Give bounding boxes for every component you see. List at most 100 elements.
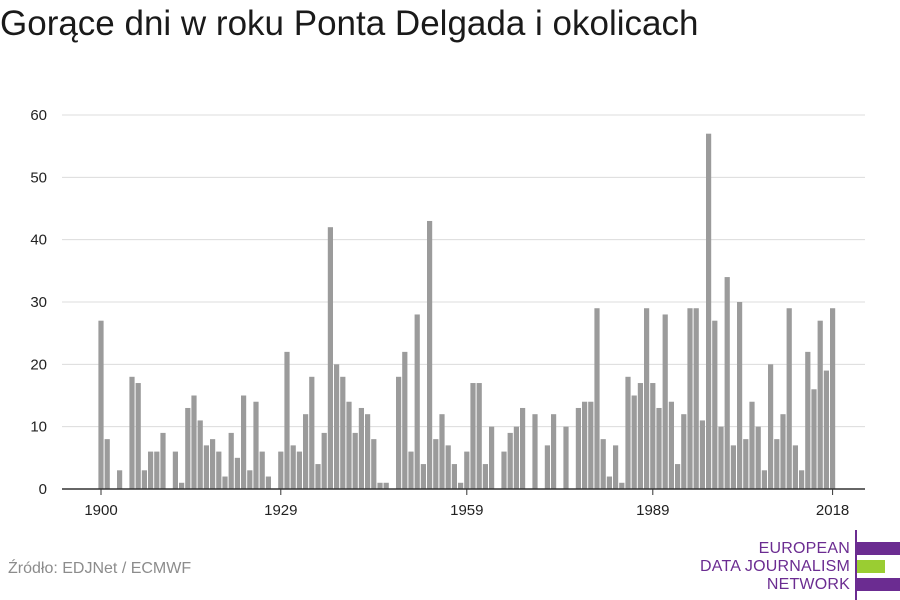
bar-1953[interactable] <box>427 220 433 489</box>
bar-1946[interactable] <box>383 482 389 489</box>
bar-1901[interactable] <box>104 439 110 489</box>
bar-1970[interactable] <box>532 414 538 489</box>
bar-2006[interactable] <box>755 426 761 489</box>
bar-1961[interactable] <box>476 383 482 489</box>
bar-2013[interactable] <box>799 470 805 489</box>
bar-2003[interactable] <box>737 302 743 489</box>
bar-1958[interactable] <box>458 482 464 489</box>
bar-1998[interactable] <box>706 133 712 489</box>
bar-1908[interactable] <box>148 451 154 489</box>
bar-2004[interactable] <box>743 439 749 489</box>
bar-1921[interactable] <box>228 432 234 489</box>
bar-1903[interactable] <box>117 470 123 489</box>
bar-1980[interactable] <box>594 308 600 489</box>
bar-1983[interactable] <box>613 445 619 489</box>
bar-2002[interactable] <box>730 445 736 489</box>
bar-2012[interactable] <box>792 445 798 489</box>
bar-1987[interactable] <box>637 383 643 489</box>
bar-1993[interactable] <box>675 464 681 489</box>
bar-1984[interactable] <box>619 482 625 489</box>
bar-2000[interactable] <box>718 426 724 489</box>
bar-1945[interactable] <box>377 482 383 489</box>
bar-2011[interactable] <box>786 308 792 489</box>
bar-1989[interactable] <box>650 383 656 489</box>
bar-1936[interactable] <box>321 432 327 489</box>
bar-1996[interactable] <box>693 308 699 489</box>
bar-1919[interactable] <box>216 451 222 489</box>
bar-1952[interactable] <box>420 464 426 489</box>
bar-2001[interactable] <box>724 277 730 489</box>
bar-1930[interactable] <box>284 351 290 489</box>
bar-1914[interactable] <box>185 407 191 489</box>
bar-1918[interactable] <box>210 439 216 489</box>
bar-1950[interactable] <box>408 451 414 489</box>
bar-1912[interactable] <box>172 451 178 489</box>
bar-1999[interactable] <box>712 320 718 489</box>
bar-1968[interactable] <box>520 407 526 489</box>
bar-1995[interactable] <box>687 308 693 489</box>
bar-2010[interactable] <box>780 414 786 489</box>
bar-1972[interactable] <box>544 445 550 489</box>
bar-1944[interactable] <box>371 439 377 489</box>
bar-1965[interactable] <box>501 451 507 489</box>
bar-1940[interactable] <box>346 401 352 489</box>
bar-1933[interactable] <box>303 414 309 489</box>
bar-1978[interactable] <box>582 401 588 489</box>
bar-2016[interactable] <box>817 320 823 489</box>
bar-1986[interactable] <box>631 395 637 490</box>
bar-1988[interactable] <box>644 308 650 489</box>
bar-2015[interactable] <box>811 389 817 489</box>
bar-1981[interactable] <box>600 439 606 489</box>
bar-1931[interactable] <box>290 445 296 489</box>
bar-1997[interactable] <box>699 420 705 489</box>
bar-1962[interactable] <box>482 464 488 489</box>
bar-1957[interactable] <box>451 464 457 489</box>
bar-1949[interactable] <box>402 351 408 489</box>
bar-2014[interactable] <box>805 351 811 489</box>
bar-1959[interactable] <box>464 451 470 489</box>
bar-1915[interactable] <box>191 395 197 490</box>
bar-1935[interactable] <box>315 464 321 489</box>
bar-1955[interactable] <box>439 414 445 489</box>
bar-1906[interactable] <box>135 383 141 489</box>
bar-1943[interactable] <box>365 414 371 489</box>
bar-1979[interactable] <box>588 401 594 489</box>
bar-1954[interactable] <box>433 439 439 489</box>
bar-1913[interactable] <box>179 482 185 489</box>
bar-1963[interactable] <box>489 426 495 489</box>
bar-1938[interactable] <box>334 364 340 489</box>
bar-1932[interactable] <box>296 451 302 489</box>
bar-1910[interactable] <box>160 432 166 489</box>
bar-1941[interactable] <box>352 432 358 489</box>
bar-1905[interactable] <box>129 376 135 489</box>
bar-1926[interactable] <box>259 451 265 489</box>
bar-1977[interactable] <box>575 407 581 489</box>
bar-1973[interactable] <box>551 414 557 489</box>
bar-1960[interactable] <box>470 383 476 489</box>
bar-1924[interactable] <box>247 470 253 489</box>
bar-1917[interactable] <box>203 445 209 489</box>
bar-1948[interactable] <box>396 376 402 489</box>
bar-2018[interactable] <box>830 308 836 489</box>
bar-2005[interactable] <box>749 401 755 489</box>
bar-1923[interactable] <box>241 395 247 490</box>
bar-1956[interactable] <box>445 445 451 489</box>
bar-1942[interactable] <box>358 407 364 489</box>
edjnet-logo[interactable]: EUROPEAN DATA JOURNALISM NETWORK <box>700 530 900 600</box>
bar-1992[interactable] <box>668 401 674 489</box>
bar-1939[interactable] <box>340 376 346 489</box>
bar-1966[interactable] <box>507 432 513 489</box>
bar-2017[interactable] <box>823 370 829 489</box>
bar-2009[interactable] <box>774 439 780 489</box>
bar-1920[interactable] <box>222 476 228 489</box>
bar-1990[interactable] <box>656 407 662 489</box>
bar-1909[interactable] <box>154 451 160 489</box>
bar-1975[interactable] <box>563 426 569 489</box>
bar-1994[interactable] <box>681 414 687 489</box>
bar-2007[interactable] <box>761 470 767 489</box>
bar-1991[interactable] <box>662 314 668 489</box>
bar-1922[interactable] <box>234 457 240 489</box>
bar-1907[interactable] <box>141 470 147 489</box>
bar-1937[interactable] <box>327 227 333 489</box>
bar-1985[interactable] <box>625 376 631 489</box>
